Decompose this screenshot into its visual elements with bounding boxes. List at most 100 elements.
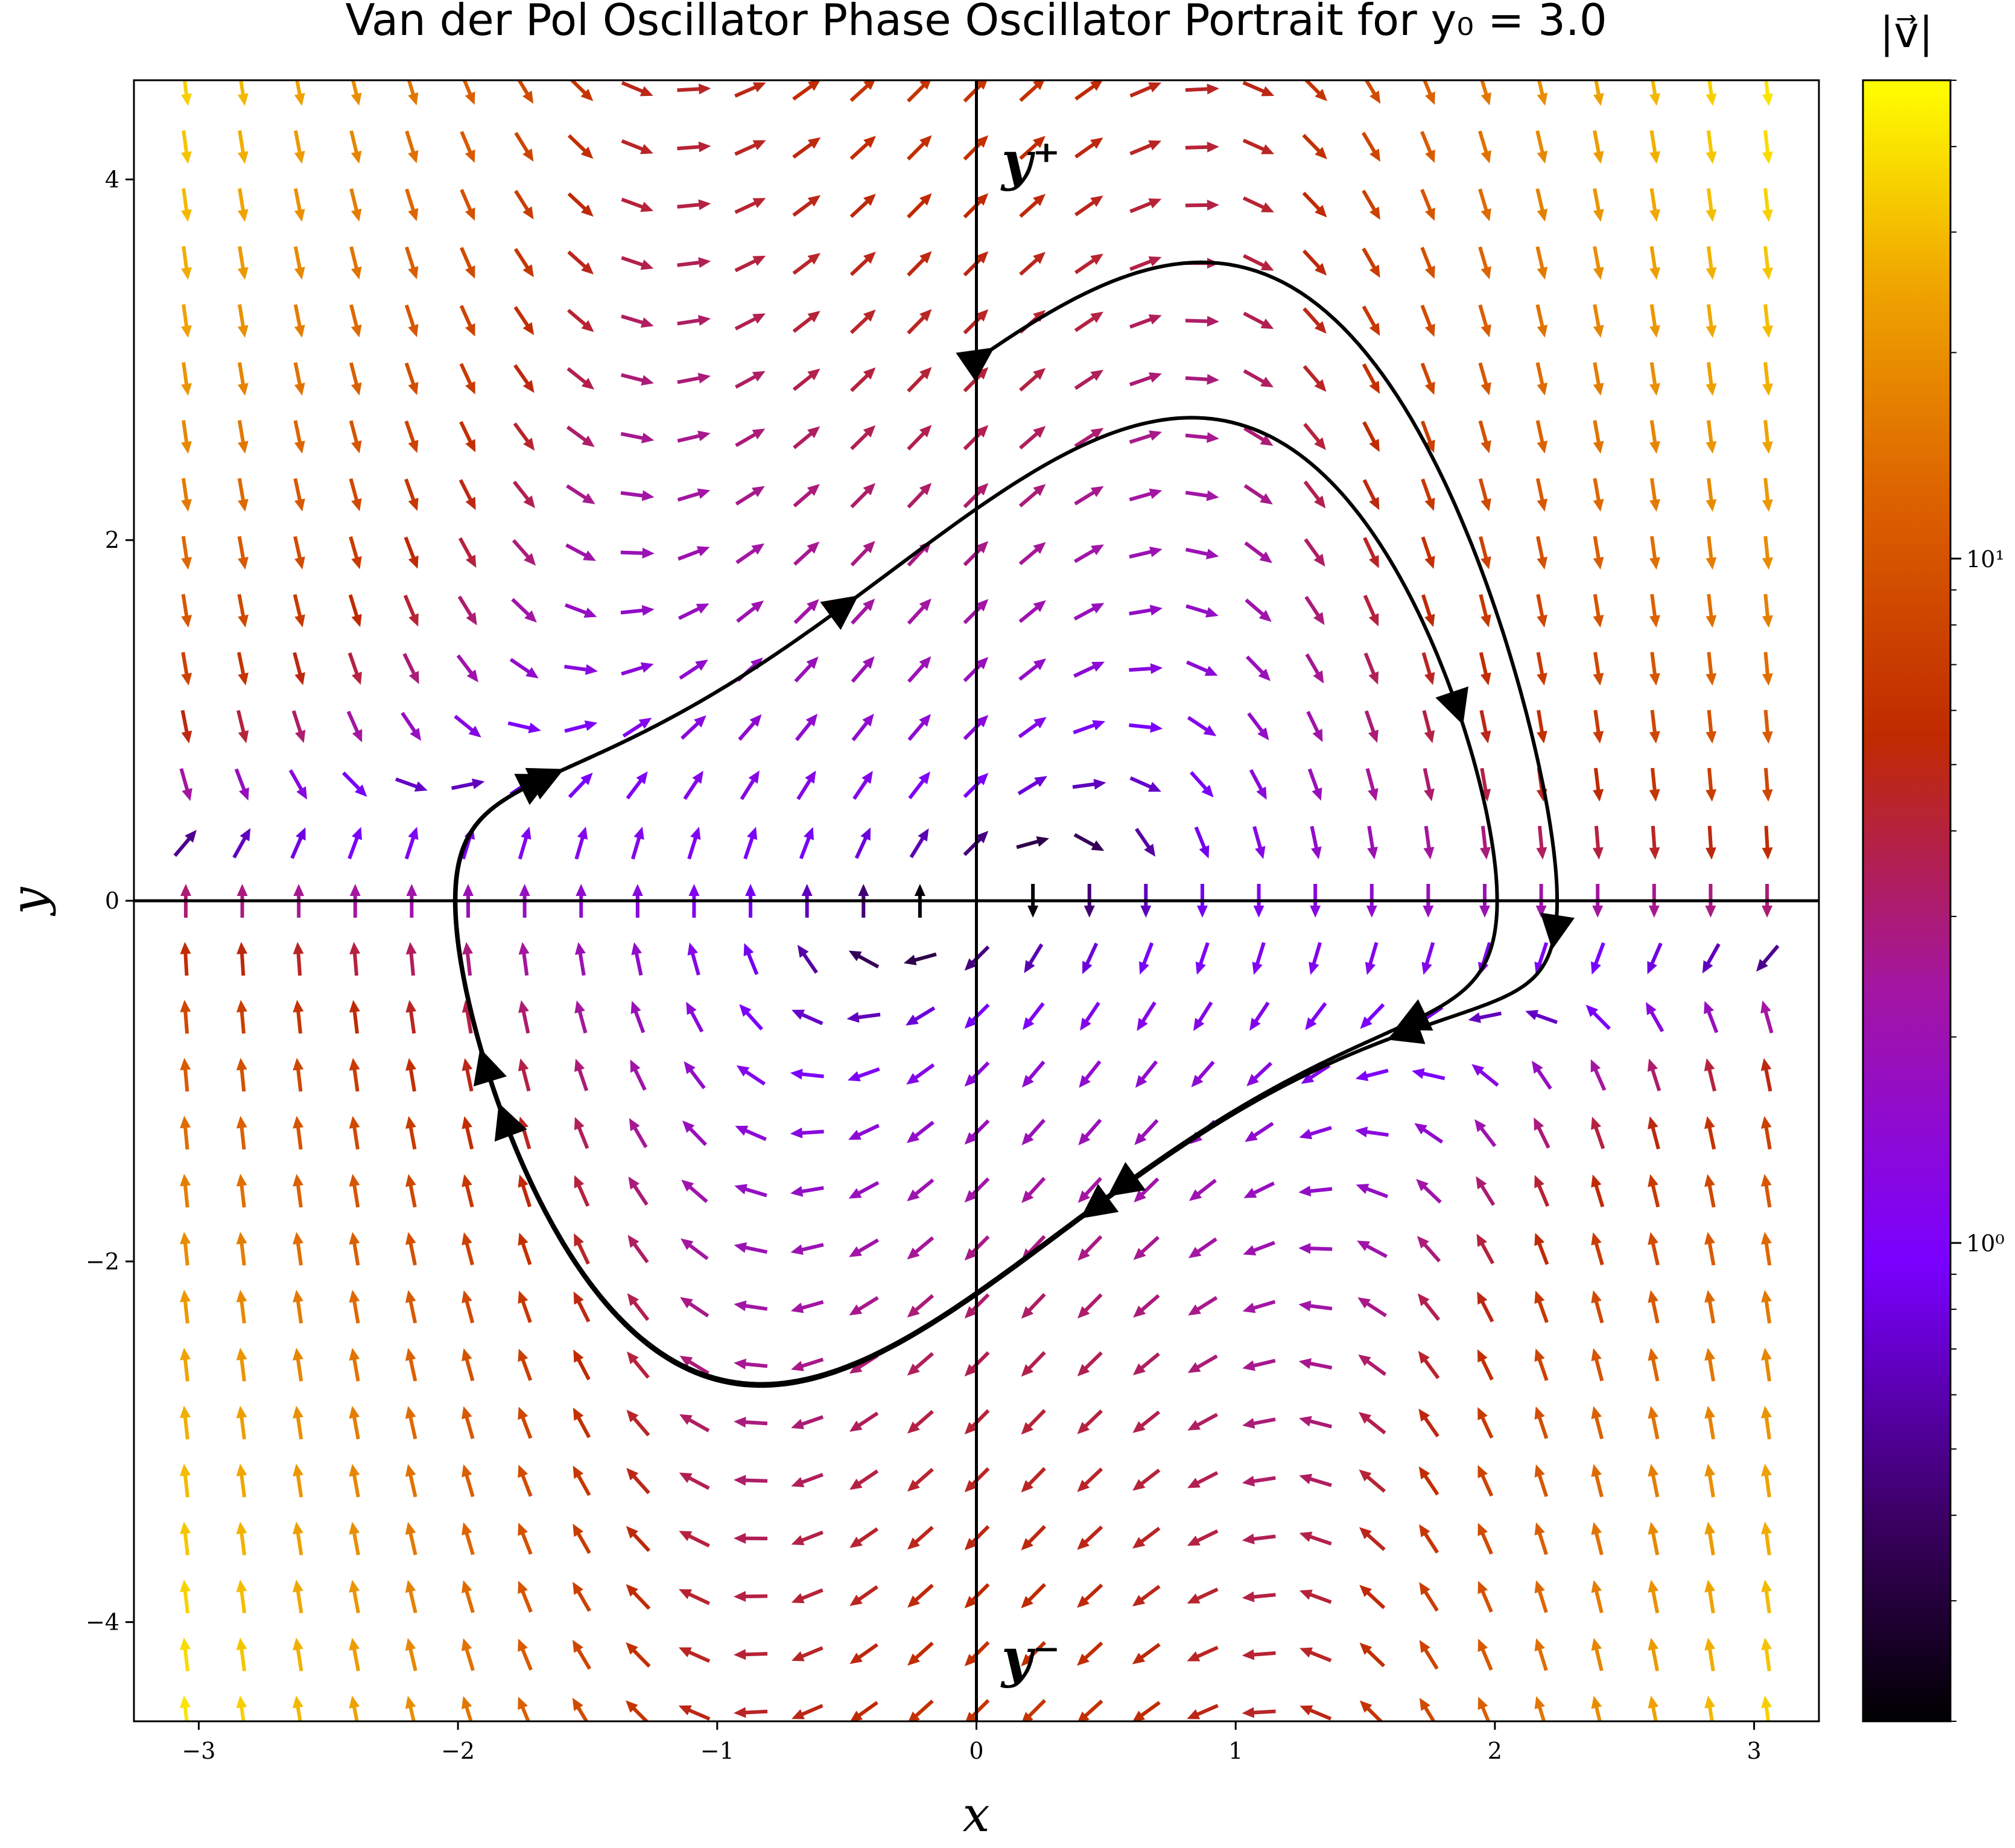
field-arrow	[911, 828, 928, 857]
field-arrow	[790, 1128, 824, 1138]
field-arrow	[566, 545, 596, 560]
field-arrow	[1021, 1411, 1045, 1435]
field-arrow	[1360, 1005, 1383, 1029]
field-arrow	[1706, 188, 1717, 222]
field-arrow	[1706, 652, 1716, 686]
field-arrow	[234, 828, 250, 857]
field-arrow	[1649, 536, 1660, 570]
field-arrow	[1299, 1706, 1331, 1719]
field-arrow	[1243, 1183, 1274, 1198]
field-arrow	[795, 599, 819, 623]
field-arrow	[1299, 1358, 1332, 1369]
field-arrow	[790, 1068, 824, 1079]
field-arrow	[1363, 249, 1380, 278]
field-arrow	[906, 1065, 933, 1085]
field-arrow	[1591, 1638, 1602, 1671]
field-arrow	[1187, 1473, 1217, 1488]
field-arrow	[564, 664, 597, 675]
field-arrow	[909, 483, 932, 507]
field-arrow	[689, 827, 700, 859]
field-arrow	[849, 1413, 878, 1432]
field-arrow	[792, 1706, 822, 1719]
field-arrow	[907, 1643, 933, 1665]
field-arrow	[349, 1580, 360, 1613]
field-arrow	[1762, 478, 1773, 512]
field-arrow	[462, 189, 475, 220]
field-arrow	[236, 1058, 247, 1091]
field-arrow	[180, 1000, 191, 1034]
field-arrow	[626, 1468, 649, 1493]
field-arrow	[405, 1522, 416, 1555]
field-arrow	[238, 363, 249, 396]
field-arrow	[622, 199, 654, 212]
field-arrow	[1535, 1406, 1547, 1438]
field-arrow	[181, 652, 192, 685]
field-arrow	[1185, 432, 1219, 443]
field-arrow	[1648, 1290, 1658, 1323]
field-arrow	[1187, 1414, 1217, 1430]
field-arrow	[688, 942, 699, 975]
field-arrow	[1591, 1291, 1602, 1323]
field-arrow	[515, 424, 535, 451]
field-arrow	[1422, 305, 1435, 337]
field-arrow	[1186, 548, 1219, 559]
field-arrow	[1023, 1003, 1043, 1030]
field-arrow	[349, 1522, 360, 1555]
field-arrow	[1365, 942, 1377, 975]
field-arrow	[405, 1000, 416, 1033]
field-arrow	[794, 427, 820, 448]
field-arrow	[1480, 710, 1491, 743]
field-arrow	[680, 659, 708, 678]
field-arrow	[626, 1526, 649, 1551]
field-arrow	[1074, 662, 1105, 676]
field-arrow	[1586, 1005, 1610, 1029]
field-arrow	[1761, 1058, 1772, 1091]
field-arrow	[1474, 1119, 1495, 1146]
field-arrow	[1243, 1302, 1275, 1313]
field-arrow	[1305, 481, 1325, 508]
field-arrow	[180, 1290, 191, 1324]
field-arrow	[1706, 710, 1716, 744]
field-arrow	[1021, 1352, 1045, 1376]
field-arrow	[1359, 1412, 1385, 1433]
field-arrow	[1649, 188, 1660, 221]
field-arrow	[518, 1058, 529, 1091]
field-arrow	[1129, 547, 1163, 557]
field-arrow	[1077, 1353, 1102, 1376]
field-arrow	[1761, 1580, 1772, 1613]
field-arrow	[568, 252, 594, 275]
field-arrow	[1706, 130, 1717, 164]
y-tick-label: 0	[105, 887, 119, 914]
field-arrow	[909, 599, 931, 623]
field-arrow	[1129, 605, 1163, 615]
field-arrow	[1762, 768, 1773, 802]
field-arrow	[1076, 312, 1103, 331]
field-arrow	[1133, 1354, 1159, 1376]
field-arrow	[849, 951, 878, 967]
field-arrow	[735, 198, 766, 212]
field-arrow	[407, 247, 419, 279]
field-arrow	[404, 654, 419, 684]
field-arrow	[628, 1176, 647, 1205]
field-arrow	[1591, 1696, 1602, 1729]
field-arrow	[1591, 1059, 1605, 1090]
field-arrow	[349, 827, 362, 859]
field-arrow	[1704, 1695, 1715, 1729]
field-arrow	[1367, 826, 1378, 859]
field-arrow	[510, 659, 538, 679]
colorbar	[1863, 80, 1950, 1721]
field-arrow	[508, 723, 541, 734]
field-arrow	[1186, 606, 1219, 618]
field-arrow	[1762, 826, 1773, 860]
field-arrow	[1480, 305, 1491, 337]
field-arrow	[236, 942, 247, 976]
field-arrow	[1706, 594, 1716, 628]
field-arrow	[679, 1473, 709, 1488]
trajectory-direction-marker	[956, 348, 994, 381]
field-arrow	[238, 72, 249, 106]
field-arrow	[462, 1116, 472, 1149]
field-arrow	[851, 78, 876, 101]
field-arrow	[1593, 305, 1604, 338]
field-arrow	[1591, 1117, 1603, 1149]
